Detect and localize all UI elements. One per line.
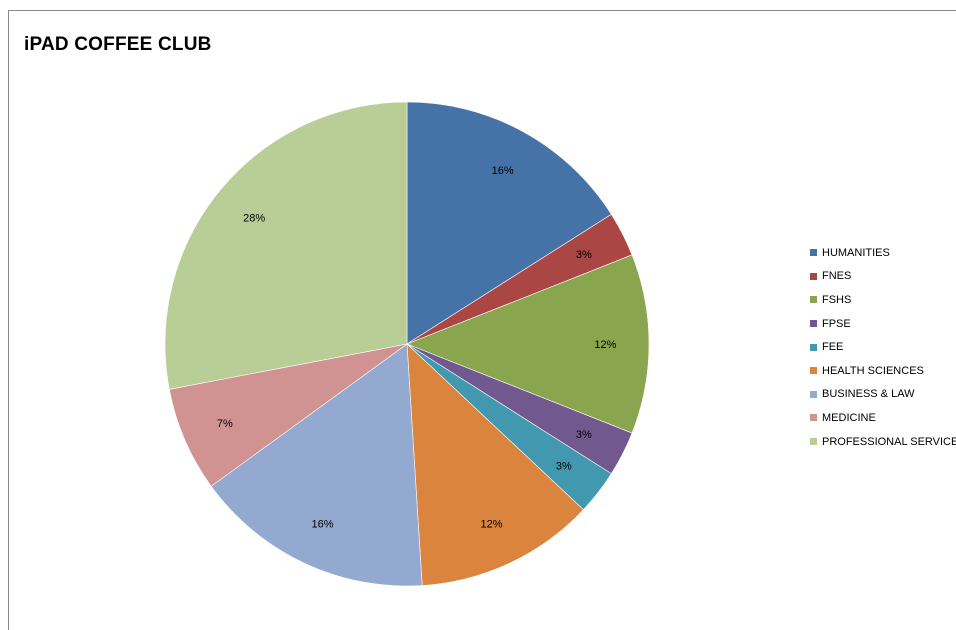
legend-item-professional-services: PROFESSIONAL SERVICES — [810, 430, 956, 454]
data-label-business-and-law: 16% — [311, 519, 333, 531]
data-label-fnes: 3% — [576, 249, 592, 261]
legend-label: FSHS — [822, 293, 852, 306]
legend-label: MEDICINE — [822, 411, 876, 424]
chart-legend: HUMANITIES FNES FSHS FPSE FEE HEALTH SCIENCES… — [810, 241, 956, 453]
legend-label: FPSE — [822, 317, 851, 330]
legend-item-humanities: HUMANITIES — [810, 241, 956, 265]
legend-swatch — [810, 296, 817, 304]
data-label-humanities: 16% — [492, 165, 514, 177]
legend-label: BUSINESS & LAW — [822, 388, 915, 401]
legend-label: FEE — [822, 341, 844, 354]
chart-title: iPAD COFFEE CLUB — [24, 34, 212, 55]
legend-swatch — [810, 272, 817, 280]
pie-slice-health-sciences — [406, 343, 584, 586]
pie-slice-professional-services — [164, 101, 408, 390]
data-label-professional-services: 28% — [243, 213, 265, 225]
legend-item-fee: FEE — [810, 335, 956, 359]
pie-data-labels: 16% 3% 12% 3% 3% 12% 16% 7% 28% — [217, 165, 617, 530]
legend-swatch — [810, 414, 817, 422]
legend-swatch — [810, 320, 817, 328]
legend-item-health-sciences: HEALTH SCIENCES — [810, 359, 956, 383]
data-label-medicine: 7% — [217, 418, 233, 430]
legend-swatch — [810, 367, 817, 375]
legend-label: PROFESSIONAL SERVICES — [822, 435, 956, 448]
legend-swatch — [810, 438, 817, 446]
data-label-health-sciences: 12% — [480, 519, 502, 531]
pie-slices — [164, 101, 650, 587]
pie-slice-business-and-law — [210, 343, 423, 587]
data-label-fee: 3% — [556, 461, 572, 473]
legend-item-fshs: FSHS — [810, 288, 956, 312]
legend-label: HUMANITIES — [822, 246, 890, 259]
legend-item-fpse: FPSE — [810, 312, 956, 336]
data-label-fshs: 12% — [594, 339, 616, 351]
legend-item-medicine: MEDICINE — [810, 406, 956, 430]
data-label-fpse: 3% — [576, 429, 592, 441]
legend-item-business-and-law: BUSINESS & LAW — [810, 383, 956, 407]
pie-slice-humanities — [406, 101, 612, 345]
legend-swatch — [810, 343, 817, 351]
legend-item-fnes: FNES — [810, 265, 956, 289]
legend-label: FNES — [822, 270, 852, 283]
legend-swatch — [810, 390, 817, 398]
pie-slice-medicine — [168, 343, 408, 487]
pie-slice-fshs — [406, 254, 650, 434]
legend-swatch — [810, 249, 817, 257]
legend-label: HEALTH SCIENCES — [822, 364, 924, 377]
